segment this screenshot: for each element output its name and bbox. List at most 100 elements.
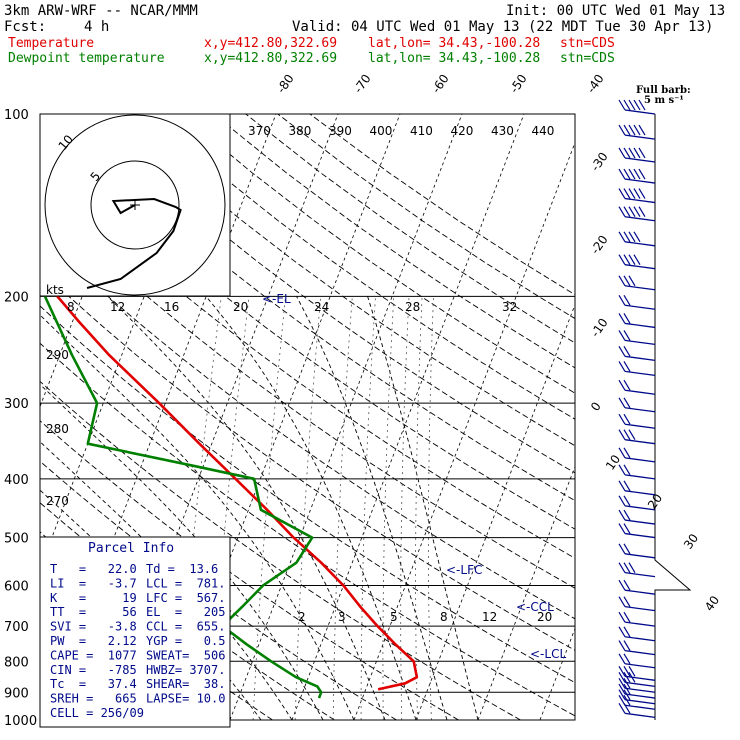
parcel-info-right: SWEAT= 506 — [146, 648, 225, 662]
wind-barb — [618, 640, 656, 656]
wind-barb-feather — [628, 275, 636, 287]
wind-barb-feather — [623, 543, 631, 555]
wind-barb-feather — [628, 231, 636, 243]
barb-legend-line1: Full barb: — [636, 85, 691, 96]
theta-label: 430 — [491, 124, 514, 138]
wind-barb-feather — [628, 254, 636, 266]
theta-label: 380 — [289, 124, 312, 138]
wind-barb — [618, 206, 656, 222]
wind-barb-feather — [628, 562, 636, 573]
wind-barb-feather — [623, 640, 631, 651]
wind-barb-staff — [624, 370, 656, 377]
mixing-ratio-label-lower: 8 — [440, 610, 448, 624]
level-annotations: <-EL <-LFC <-CCL <-LCL — [262, 292, 566, 661]
theta-label: 370 — [248, 124, 271, 138]
isotherm-label: 0 — [588, 399, 604, 413]
mixing-ratio-label: 16 — [164, 300, 179, 314]
wind-barb-feather — [623, 562, 631, 573]
legend-temperature-xy: x,y=412.80,322.69 — [204, 36, 338, 51]
theta-label: 440 — [532, 124, 555, 138]
wind-barb-feather — [623, 346, 631, 357]
wind-barb-column — [618, 99, 692, 720]
wind-barb-feather — [638, 124, 646, 136]
annotation-el: <-EL — [262, 292, 291, 306]
wind-barb-feather — [623, 254, 631, 266]
wind-barb-staff — [624, 675, 656, 681]
wind-barb-feather — [618, 596, 626, 607]
annotation-ccl: <-CCL — [516, 600, 554, 614]
wind-barb-feather — [623, 124, 631, 136]
wind-barb — [618, 147, 656, 163]
wind-barb-feather — [623, 689, 631, 701]
wind-barb-feather — [623, 683, 631, 695]
wind-barb-staff — [624, 423, 656, 429]
parcel-info-right: CCL = 655. — [146, 620, 225, 634]
mixing-ratio-label: 20 — [233, 300, 248, 314]
wind-barb-staff — [624, 407, 656, 413]
mixing-ratio-label: 24 — [314, 300, 329, 314]
wind-barb-staff — [624, 157, 656, 163]
wind-barb-staff — [624, 490, 656, 496]
wind-barb-feather — [623, 330, 631, 341]
wind-barb-staff — [624, 339, 656, 346]
legend-temperature-name: Temperature — [8, 36, 95, 51]
wind-barb-feather — [633, 168, 641, 180]
isotherm-line — [353, 141, 575, 720]
wind-barb — [618, 188, 656, 204]
wind-barb-feather — [623, 313, 631, 324]
wind-barb-feather — [638, 147, 646, 159]
wind-barb-feather — [623, 231, 631, 243]
mixing-ratio-label-lower: 12 — [482, 610, 497, 624]
isotherm-label: 10 — [603, 452, 623, 473]
wind-barb — [618, 346, 656, 362]
wind-barb-feather — [623, 147, 631, 159]
parcel-info-left: Tc = 37.4 — [50, 677, 137, 691]
parcel-info-right: LAPSE= 10.0 — [146, 692, 225, 706]
isotherm-label: -60 — [429, 72, 452, 96]
mixing-ratio-label-lower: 3 — [338, 610, 346, 624]
parcel-info-frame — [39, 536, 231, 728]
wind-barb-feather — [628, 168, 636, 180]
isotherm-line — [602, 114, 740, 720]
wind-barb-feather — [623, 480, 631, 492]
pressure-label-800: 800 — [4, 655, 29, 670]
wind-barb-feather — [618, 653, 626, 665]
isotherm-label: -70 — [351, 72, 374, 96]
isotherm-label: 30 — [681, 531, 701, 552]
parcel-info-right: EL = 205 — [146, 605, 225, 619]
wind-barb-staff — [624, 681, 656, 688]
wind-barb-feather — [633, 124, 641, 136]
wind-barb — [618, 509, 656, 525]
wind-barb-feather — [623, 523, 631, 534]
wind-barb-feather — [628, 124, 636, 136]
wind-barb — [618, 611, 656, 627]
dry-adiabat-line — [40, 269, 575, 651]
wind-barb-feather — [618, 543, 626, 555]
wind-barb-staff — [624, 687, 656, 693]
wind-barb-feather — [638, 99, 646, 111]
wind-barb — [618, 124, 656, 140]
legend-dewpoint-latlon: lat,lon= 34.43,-100.28 — [368, 51, 541, 66]
wind-barb-staff — [624, 519, 656, 525]
wind-barb-feather — [623, 294, 631, 306]
wind-barb — [618, 313, 656, 329]
isotherm-line — [539, 627, 575, 720]
isotherm-label: -20 — [588, 233, 611, 257]
hodograph-ring-inner — [90, 160, 180, 250]
wind-barb-feather — [628, 206, 636, 218]
dry-adiabat-line — [40, 342, 575, 717]
wind-barb — [618, 254, 656, 270]
isotherm-line — [291, 114, 525, 720]
model-title: 3km ARW-WRF -- NCAR/MMM — [4, 3, 198, 19]
wind-barb-staff — [624, 457, 656, 463]
parcel-info-left: CELL = 256/09 — [50, 706, 144, 720]
wind-barb-feather — [618, 447, 626, 459]
wind-barb-feather — [618, 640, 626, 651]
wind-barb-staff — [624, 712, 656, 718]
wind-barb-feather — [633, 231, 641, 243]
pressure-label-600: 600 — [4, 580, 29, 595]
pressure-label-900: 900 — [4, 686, 29, 701]
wind-barb-feather — [618, 188, 626, 199]
wind-barb-staff — [624, 178, 656, 184]
